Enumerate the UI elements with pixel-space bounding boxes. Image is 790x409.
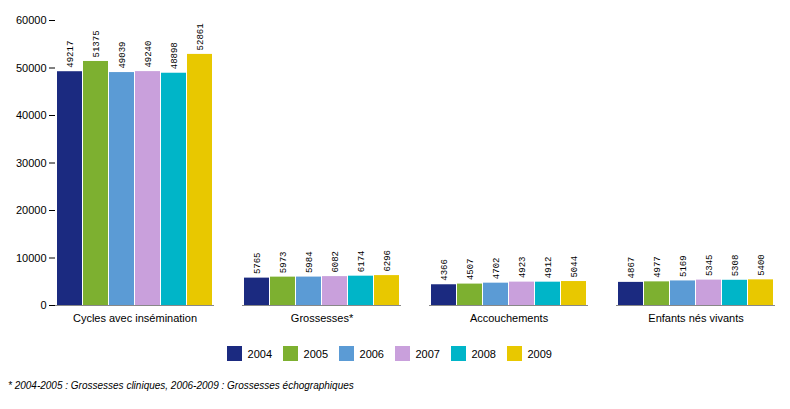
svg-text:4366: 4366 bbox=[440, 259, 450, 281]
svg-text:4867: 4867 bbox=[627, 257, 637, 279]
svg-text:4702: 4702 bbox=[492, 258, 502, 280]
svg-text:10000: 10000 bbox=[16, 252, 47, 264]
svg-text:52861: 52861 bbox=[196, 23, 206, 50]
svg-text:5984: 5984 bbox=[305, 251, 315, 273]
svg-text:6296: 6296 bbox=[383, 250, 393, 272]
svg-text:4912: 4912 bbox=[544, 257, 554, 279]
svg-text:5400: 5400 bbox=[757, 254, 767, 276]
svg-text:49217: 49217 bbox=[66, 41, 76, 68]
svg-text:20000: 20000 bbox=[16, 204, 47, 216]
svg-text:Enfants nés vivants: Enfants nés vivants bbox=[648, 312, 744, 324]
svg-text:51375: 51375 bbox=[92, 30, 102, 57]
svg-text:60000: 60000 bbox=[16, 14, 47, 26]
html-text:2004: 2004 bbox=[247, 347, 272, 360]
html-text:* 2004-2005 : Grossesses clini: * 2004-2005 : Grossesses cliniques, 2006… bbox=[8, 379, 354, 391]
html-text:2008: 2008 bbox=[471, 347, 496, 360]
html-text:2006: 2006 bbox=[359, 347, 384, 360]
svg-text:5345: 5345 bbox=[705, 255, 715, 277]
svg-text:48898: 48898 bbox=[170, 42, 180, 69]
svg-text:Cycles avec insémination: Cycles avec insémination bbox=[73, 312, 197, 324]
html-text:2007: 2007 bbox=[415, 347, 440, 360]
svg-text:0: 0 bbox=[40, 299, 46, 311]
svg-text:50000: 50000 bbox=[16, 62, 47, 74]
svg-text:5765: 5765 bbox=[253, 253, 263, 275]
svg-text:49240: 49240 bbox=[144, 41, 154, 68]
svg-text:4923: 4923 bbox=[518, 257, 528, 279]
html-text:2009: 2009 bbox=[527, 347, 552, 360]
svg-text:5973: 5973 bbox=[279, 252, 289, 274]
svg-text:Grossesses*: Grossesses* bbox=[291, 312, 354, 324]
svg-text:49039: 49039 bbox=[118, 42, 128, 69]
svg-text:4507: 4507 bbox=[466, 258, 476, 280]
svg-text:6174: 6174 bbox=[357, 251, 367, 273]
svg-text:6082: 6082 bbox=[331, 251, 341, 273]
svg-text:4977: 4977 bbox=[653, 256, 663, 278]
svg-text:40000: 40000 bbox=[16, 109, 47, 121]
svg-text:30000: 30000 bbox=[16, 157, 47, 169]
svg-text:5169: 5169 bbox=[679, 255, 689, 277]
html-text:2005: 2005 bbox=[303, 347, 328, 360]
svg-text:5308: 5308 bbox=[731, 255, 741, 277]
svg-text:5044: 5044 bbox=[570, 256, 580, 278]
svg-text:Accouchements: Accouchements bbox=[470, 312, 549, 324]
